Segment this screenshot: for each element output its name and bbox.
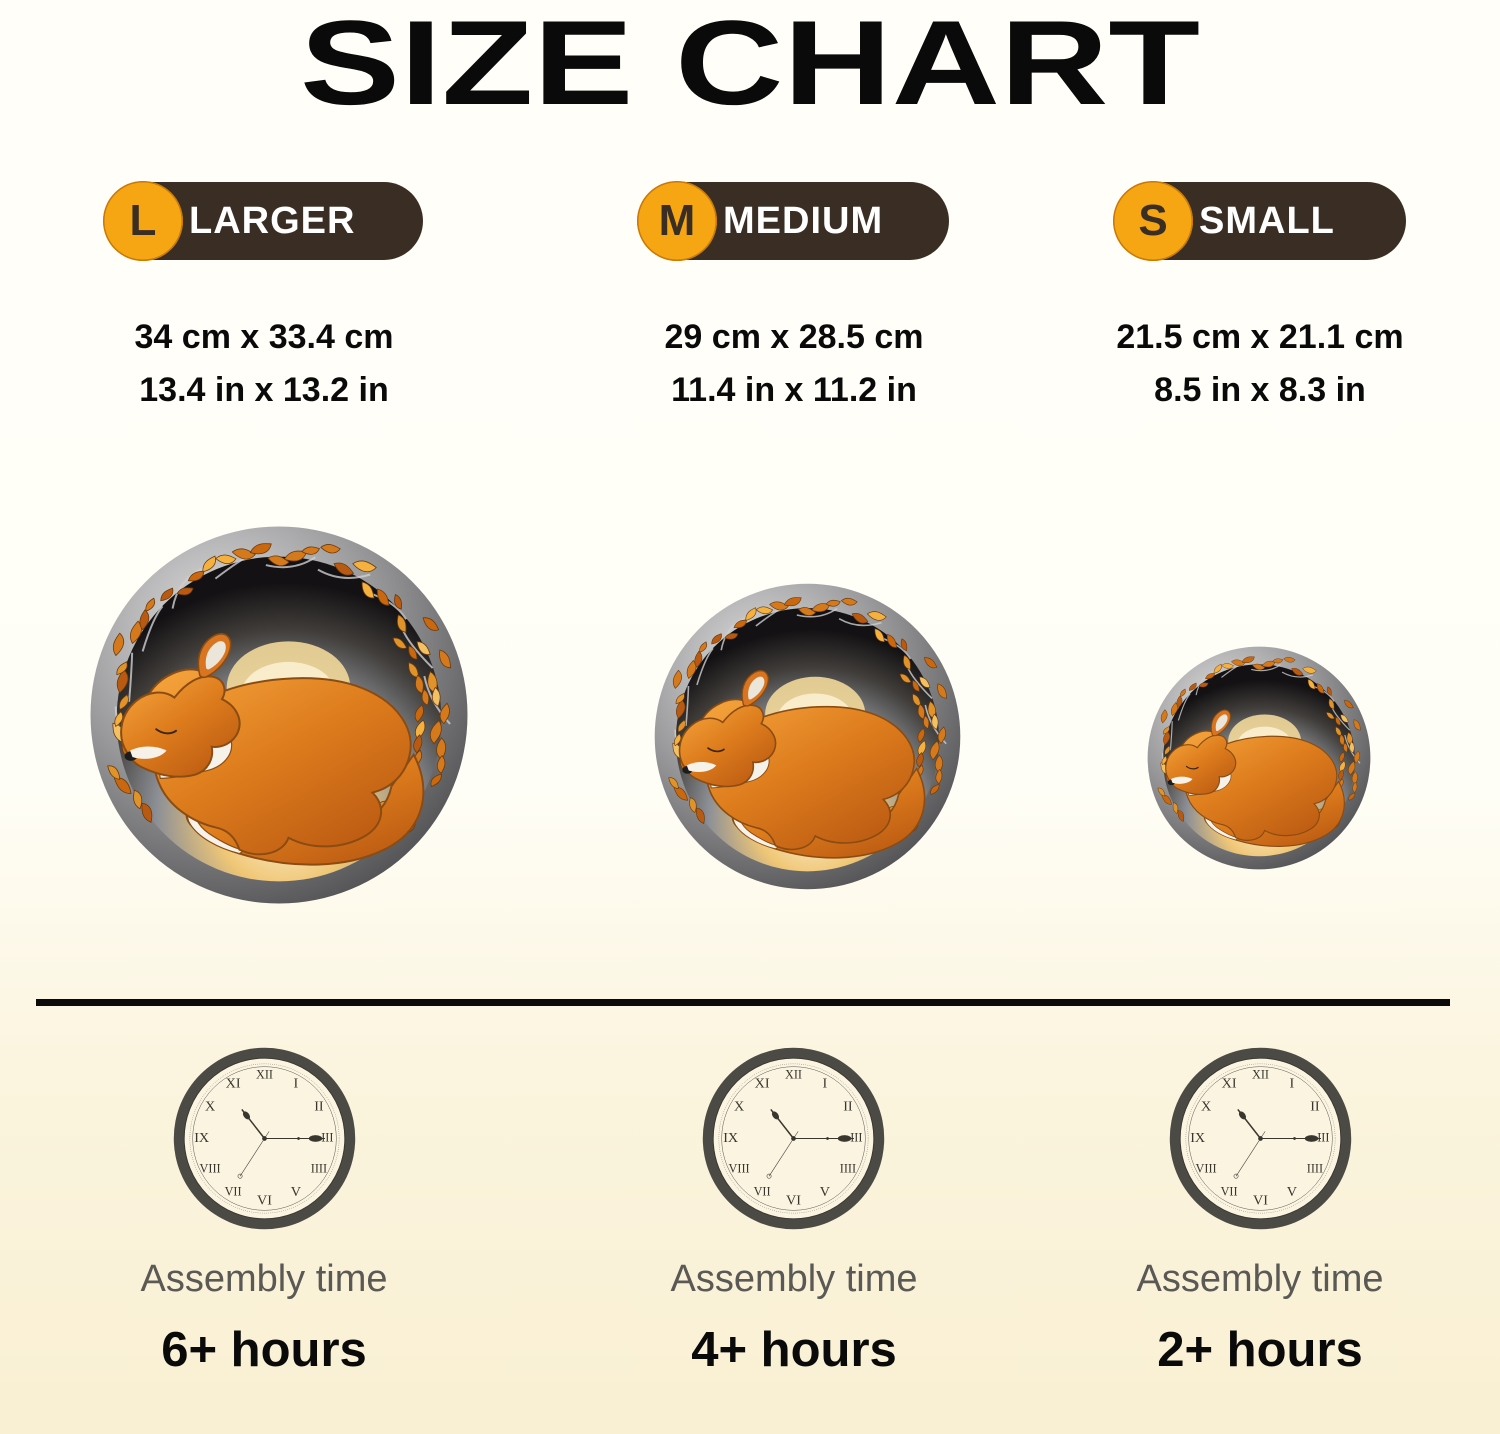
svg-text:VII: VII [1221, 1185, 1238, 1199]
svg-text:V: V [1287, 1184, 1298, 1200]
svg-text:IIII: IIII [310, 1162, 326, 1176]
svg-text:VIII: VIII [729, 1162, 750, 1176]
svg-text:III: III [850, 1130, 862, 1144]
svg-text:XII: XII [255, 1067, 272, 1081]
svg-text:IIII: IIII [840, 1162, 856, 1176]
svg-text:XI: XI [755, 1075, 770, 1091]
svg-text:X: X [1201, 1098, 1211, 1114]
svg-text:V: V [290, 1184, 301, 1200]
svg-text:X: X [204, 1098, 214, 1114]
svg-text:VII: VII [224, 1185, 241, 1199]
svg-text:VII: VII [754, 1185, 771, 1199]
svg-text:XI: XI [225, 1075, 240, 1091]
svg-text:III: III [1317, 1130, 1329, 1144]
svg-text:II: II [314, 1098, 324, 1114]
svg-text:II: II [843, 1098, 853, 1114]
svg-text:XI: XI [1222, 1075, 1237, 1091]
svg-text:III: III [321, 1130, 333, 1144]
svg-text:IX: IX [723, 1130, 738, 1146]
svg-text:XII: XII [785, 1067, 802, 1081]
svg-text:V: V [820, 1184, 831, 1200]
svg-text:I: I [1290, 1075, 1295, 1091]
svg-text:IIII: IIII [1307, 1162, 1323, 1176]
svg-text:IX: IX [194, 1130, 209, 1146]
svg-text:VI: VI [1253, 1193, 1268, 1209]
svg-text:VIII: VIII [199, 1162, 220, 1176]
svg-text:VI: VI [257, 1193, 272, 1209]
svg-text:II: II [1310, 1098, 1320, 1114]
svg-text:X: X [734, 1098, 744, 1114]
svg-text:I: I [293, 1075, 298, 1091]
svg-text:I: I [823, 1075, 828, 1091]
svg-text:XII: XII [1252, 1067, 1269, 1081]
svg-text:IX: IX [1190, 1130, 1205, 1146]
svg-text:VI: VI [786, 1193, 801, 1209]
svg-text:VIII: VIII [1196, 1162, 1217, 1176]
